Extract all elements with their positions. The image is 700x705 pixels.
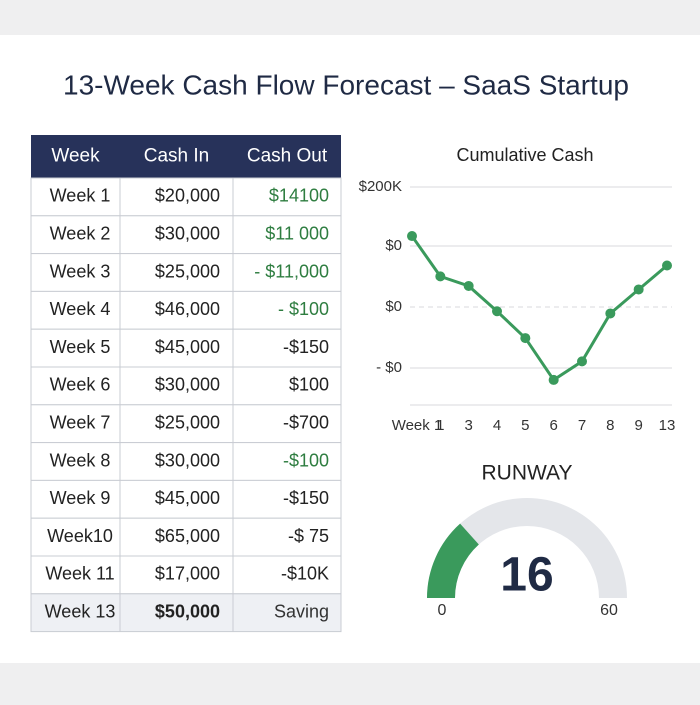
point (520, 333, 531, 344)
table-row (30, 328, 342, 368)
week-cell: Week10 (47, 526, 113, 546)
week-cell: Week 7 (50, 412, 111, 432)
table-row (30, 366, 342, 406)
x-tick-label: 3 (464, 417, 472, 434)
table-header-bg (31, 135, 341, 178)
table-header: Cash Out (247, 146, 328, 167)
week-cell: Week 1 (50, 186, 111, 206)
table-row (30, 479, 342, 519)
cash-out-cell: - $11,000 (254, 261, 329, 281)
week-cell: Week 5 (50, 337, 111, 357)
cash-out-cell: - $100 (278, 299, 329, 319)
week-cell: Week 8 (50, 450, 111, 470)
table-row (30, 290, 342, 330)
cash-out-cell: -$150 (283, 337, 329, 357)
cash-in-cell: $25,000 (155, 412, 220, 432)
cash-in-cell: $30,000 (155, 375, 220, 395)
week-cell: Week 9 (50, 488, 111, 508)
gauge-title: RUNWAY (482, 462, 573, 485)
table-row (30, 442, 342, 481)
gauge-max: 60 (600, 602, 618, 619)
y-label: $0 (385, 298, 402, 315)
gauge-track (427, 498, 627, 598)
cash-in-cell: $45,000 (155, 337, 220, 357)
y-label: $200K (359, 178, 402, 195)
week-cell: Week 2 (50, 223, 111, 243)
x-tick-label: 5 (521, 417, 529, 434)
x-tick-label: 9 (634, 417, 642, 434)
gauge-min: 0 (438, 602, 447, 619)
week-cell: Week 6 (50, 375, 111, 395)
cash-in-cell: $65,000 (155, 526, 220, 546)
cash-in-cell: $50,000 (155, 601, 220, 621)
point (605, 308, 616, 319)
week-cell: Week 11 (45, 564, 114, 584)
point (435, 271, 446, 282)
page-title: 13-Week Cash Flow Forecast – SaaS Startu… (63, 69, 629, 100)
cash-in-cell: $46,000 (155, 299, 220, 319)
line (410, 235, 668, 382)
cash-in-cell: $30,000 (155, 450, 220, 470)
point (577, 356, 587, 367)
cash-out-cell: -$100 (283, 450, 329, 470)
gauge-fill (427, 523, 479, 598)
table-header: Cash In (144, 146, 209, 167)
x-tick-label: 1 (436, 417, 444, 434)
table-row (30, 593, 342, 633)
table-header: Week (51, 146, 100, 167)
cash-out-cell: $14100 (269, 186, 329, 206)
table-row (30, 215, 342, 255)
gauge-value: 16 (500, 549, 553, 602)
cash-in-cell: $25,000 (155, 261, 220, 281)
point (633, 284, 644, 295)
cash-out-cell: Saving (274, 601, 329, 621)
chart-title: Cumulative Cash (456, 145, 593, 165)
x-tick-label: 7 (578, 417, 586, 434)
week-cell: Week 3 (50, 261, 111, 281)
point (662, 260, 672, 271)
cash-out-cell: -$150 (283, 488, 329, 508)
table-row (30, 404, 342, 444)
table-row (30, 555, 342, 595)
point (492, 306, 502, 317)
week-cell: Week 13 (45, 601, 116, 621)
cash-in-cell: $20,000 (155, 186, 220, 206)
point (548, 374, 559, 385)
table-row (30, 517, 342, 557)
x-tick-label: 6 (549, 417, 557, 434)
week-cell: Week 4 (50, 299, 111, 319)
cash-out-cell: $11 000 (265, 223, 329, 243)
y-label: $0 (385, 237, 402, 254)
cash-in-cell: $17,000 (155, 564, 220, 584)
cash-in-cell: $30,000 (155, 223, 220, 243)
x-tick-label: 13 (659, 417, 676, 434)
x-tick-label: 8 (606, 417, 614, 434)
cash-out-cell: $100 (289, 375, 329, 395)
y-label: - $0 (376, 359, 402, 376)
x-tick-label: Week 1 (392, 417, 443, 434)
point (407, 231, 417, 242)
cash-in-cell: $45,000 (155, 488, 220, 508)
cash-out-cell: -$700 (283, 412, 329, 432)
cash-out-cell: -$10K (281, 564, 329, 584)
point (463, 280, 474, 291)
x-tick-label: 4 (493, 417, 501, 434)
cash-out-cell: -$ 75 (288, 526, 329, 546)
